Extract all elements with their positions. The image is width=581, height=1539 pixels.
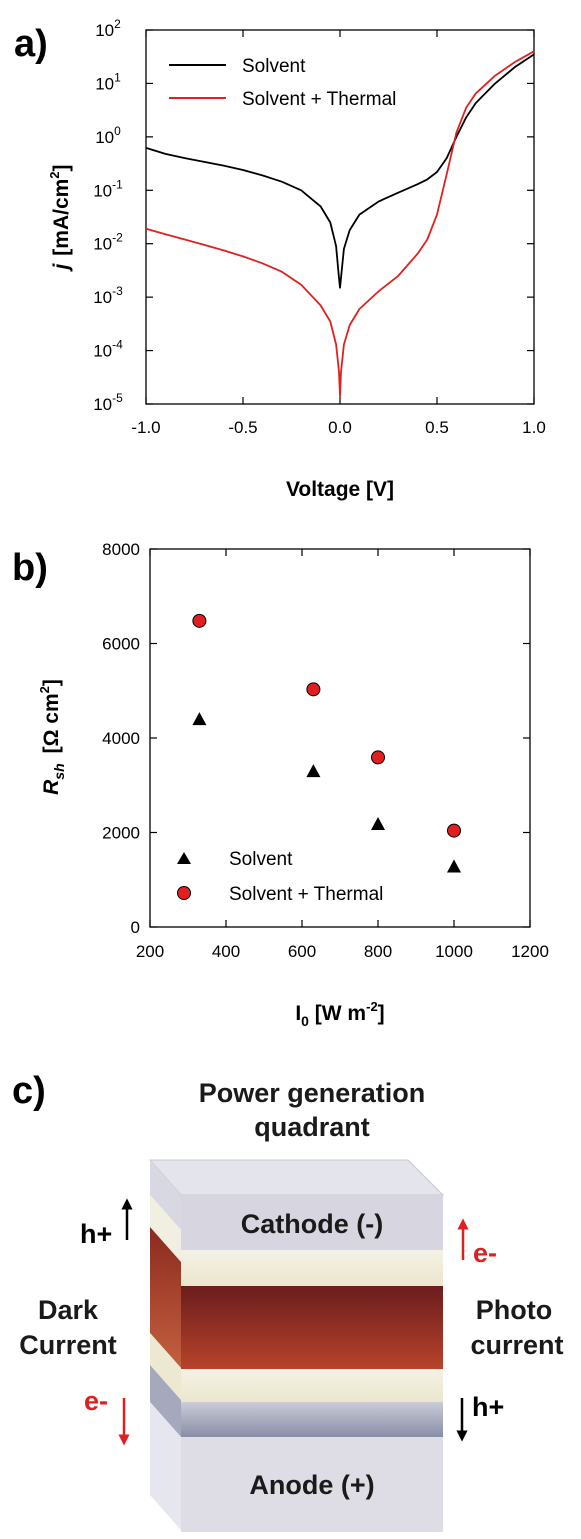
diagram-title-line-1: Power generation (199, 1078, 426, 1108)
panel-b-y-label-units: [Ω cm (40, 693, 63, 753)
anode-side (150, 1365, 181, 1437)
data-point-solvent-thermal (192, 613, 207, 628)
cathode-buffer-side (150, 1195, 181, 1262)
device-top-face (148, 1159, 445, 1196)
panel-b-plot-frame (149, 548, 531, 928)
photo-current-line-1: Photo (476, 1295, 552, 1325)
anode-buffer-layer (181, 1369, 443, 1402)
panel-b-x-label-exp: -2 (366, 999, 378, 1014)
dark-current-line-1: Dark (38, 1295, 99, 1325)
photo-current-line-2: current (470, 1330, 563, 1360)
x-tick-label: -1.0 (131, 418, 160, 437)
legend-label-solvent-thermal: Solvent + Thermal (229, 884, 383, 905)
panel-b-y-label-close: ] (40, 679, 63, 686)
legend-marker-solvent-thermal (177, 886, 191, 900)
series-line-solvent (145, 53, 535, 289)
anode-interlayer (181, 1402, 443, 1437)
x-tick-label: 1000 (435, 942, 473, 961)
anode-label: Anode (+) (249, 1470, 374, 1500)
panel-b-x-label-symbol: I (295, 1002, 301, 1025)
diagram-title-line-2: quadrant (254, 1112, 370, 1142)
y-tick-label: 100 (95, 124, 121, 147)
data-point-solvent (192, 712, 207, 726)
x-tick-label: 800 (364, 942, 392, 961)
substrate-side (150, 1402, 181, 1530)
data-point-solvent (371, 816, 385, 830)
legend-label-solvent-thermal: Solvent + Thermal (242, 89, 396, 110)
panel-c: c) Power generation quadrant Cathode (-)… (12, 1070, 564, 1532)
panel-b-x-label-sub: 0 (301, 1013, 309, 1029)
x-tick-label: 0.0 (328, 418, 352, 437)
data-point-solvent-thermal (306, 682, 321, 697)
panel-a: a) -1.0 -0.5 0.0 0.5 1.0 10-5 10-4 10-3 10-2 10-1… (14, 17, 546, 501)
panel-a-y-label-units: [mA/cm (50, 179, 73, 256)
anode-layer (181, 1437, 443, 1532)
panel-b-y-axis-label: Rsh [Ω cm2] (37, 679, 67, 795)
y-tick-label: 8000 (102, 540, 140, 559)
y-tick-label: 6000 (102, 635, 140, 654)
data-point-solvent-thermal (371, 750, 385, 765)
cathode-label: Cathode (-) (241, 1209, 383, 1239)
panel-a-legend: Solvent Solvent + Thermal (169, 56, 396, 110)
panel-a-plot-frame (145, 29, 535, 405)
panel-b-y-label-exp: 2 (37, 686, 52, 693)
y-tick-label: 101 (95, 70, 121, 93)
panel-a-y-label-exp: 2 (47, 171, 62, 178)
x-tick-label: 1200 (511, 942, 549, 961)
y-tick-label: 10-4 (93, 338, 123, 361)
y-tick-label: 10-2 (93, 231, 123, 254)
panel-a-ticks: -1.0 -0.5 0.0 0.5 1.0 10-5 10-4 10-3 10-2 10-1 100… (93, 17, 546, 437)
panel-b-ticks: 200 400 600 800 1000 1200 0 2000 4000 6000 8000 (102, 540, 549, 961)
legend-label-solvent: Solvent (242, 56, 306, 77)
panel-a-y-label-close: ] (50, 164, 73, 171)
panel-a-y-axis-label: j [mA/cm2] (47, 164, 73, 272)
dark-current-line-2: Current (19, 1330, 117, 1360)
panel-b: b) 200 400 600 800 1000 1200 0 2000 4000 6000 8000… (12, 540, 549, 1029)
right-top-carrier-label: e- (473, 1238, 497, 1268)
panel-a-x-axis-label: Voltage [V] (286, 478, 394, 501)
data-point-solvent (306, 764, 321, 778)
legend-marker-solvent (177, 852, 191, 864)
panel-b-x-label-units: [W m (309, 1002, 366, 1025)
y-tick-label: 10-3 (93, 284, 123, 307)
series-line-solvent-thermal (145, 50, 535, 398)
cathode-layer (181, 1195, 443, 1250)
panel-b-y-label-symbol: R (40, 779, 63, 795)
data-point-solvent-thermal (447, 823, 461, 838)
x-tick-label: -0.5 (228, 418, 257, 437)
data-point-solvent (447, 859, 461, 873)
x-tick-label: 600 (288, 942, 316, 961)
panel-c-label: c) (12, 1070, 46, 1112)
y-tick-label: 0 (131, 918, 140, 937)
active-layer-side (150, 1227, 181, 1368)
y-tick-label: 10-5 (93, 391, 123, 414)
panel-a-series (145, 50, 535, 398)
x-tick-label: 1.0 (522, 418, 546, 437)
panel-b-series (192, 613, 461, 873)
right-bottom-carrier-label: h+ (472, 1392, 504, 1422)
cathode-buffer-layer (181, 1250, 443, 1286)
legend-label-solvent: Solvent (229, 849, 293, 870)
x-tick-label: 400 (212, 942, 240, 961)
anode-buffer-side (150, 1333, 181, 1400)
x-tick-label: 200 (136, 942, 164, 961)
active-layer (181, 1286, 443, 1369)
y-tick-label: 4000 (102, 729, 140, 748)
x-tick-label: 0.5 (425, 418, 449, 437)
y-tick-label: 2000 (102, 824, 140, 843)
panel-b-y-label-sub: sh (51, 763, 67, 779)
panel-a-y-label-symbol: j (50, 263, 73, 273)
left-top-carrier-label: h+ (80, 1219, 112, 1249)
panel-b-label: b) (12, 547, 48, 589)
panel-b-x-axis-label: I0 [W m-2] (295, 999, 384, 1029)
panel-b-legend: Solvent Solvent + Thermal (177, 849, 383, 905)
left-bottom-carrier-label: e- (84, 1386, 108, 1416)
panel-b-x-label-close: ] (378, 1002, 385, 1025)
y-tick-label: 102 (95, 17, 121, 40)
panel-a-label: a) (14, 23, 48, 65)
y-tick-label: 10-1 (93, 177, 123, 200)
cathode-side (150, 1160, 181, 1230)
